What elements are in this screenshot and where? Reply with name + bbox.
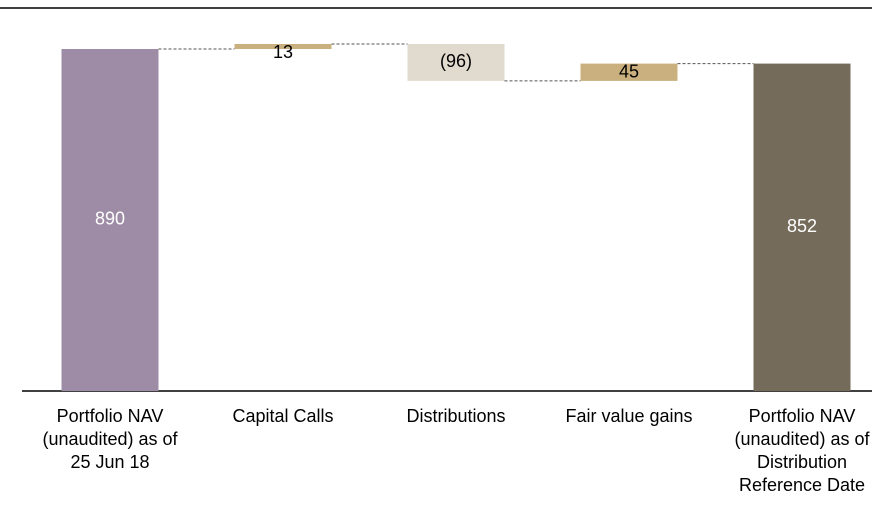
x-tick-label: Distributions <box>406 406 506 426</box>
x-tick-label: Capital Calls <box>232 406 334 426</box>
x-tick-label: Portfolio NAV (unaudited) as of Distribu… <box>734 406 870 495</box>
value-label: 890 <box>95 209 125 229</box>
bar <box>234 44 332 49</box>
value-label: 13 <box>273 42 293 62</box>
bar <box>753 63 851 391</box>
bar <box>580 63 678 81</box>
bar <box>407 44 505 81</box>
value-label: 45 <box>619 61 639 81</box>
bar <box>61 48 159 391</box>
x-tick-label: Portfolio NAV (unaudited) as of 25 Jun 1… <box>42 406 178 472</box>
value-label: (96) <box>440 51 472 71</box>
value-label: 852 <box>787 216 817 236</box>
x-tick-label: Fair value gains <box>565 406 693 426</box>
